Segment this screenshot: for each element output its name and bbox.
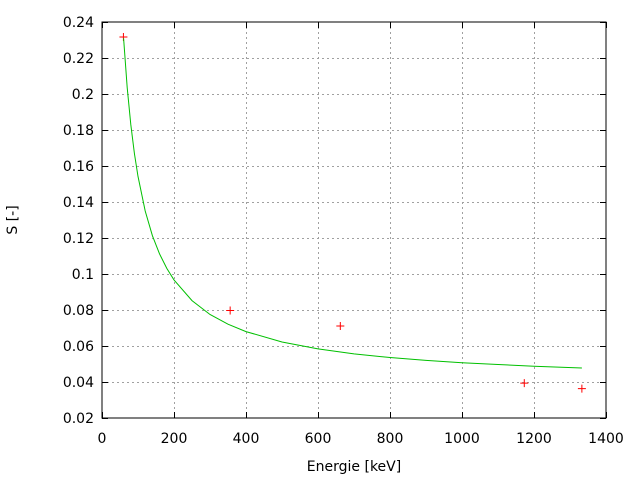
y-tick-label: 0.24 <box>63 15 94 31</box>
x-tick-label: 1400 <box>588 431 624 447</box>
x-tick-label: 0 <box>98 431 107 447</box>
x-tick-label: 400 <box>233 431 260 447</box>
fit-curve <box>123 38 582 369</box>
grid <box>102 22 606 418</box>
y-tick-label: 0.16 <box>63 159 94 175</box>
y-tick-label: 0.02 <box>63 411 94 427</box>
x-tick-label: 1200 <box>516 431 552 447</box>
y-axis-label: S [-] <box>5 205 21 234</box>
x-tick-label: 800 <box>377 431 404 447</box>
ticks <box>102 22 607 419</box>
x-tick-label: 1000 <box>444 431 480 447</box>
x-tick-label: 600 <box>305 431 332 447</box>
data-point <box>226 306 235 315</box>
y-tick-label: 0.12 <box>63 231 94 247</box>
x-axis-label: Energie [keV] <box>307 459 401 475</box>
data-point <box>520 379 529 388</box>
y-tick-label: 0.04 <box>63 375 94 391</box>
x-tick-label: 200 <box>161 431 188 447</box>
data-point <box>577 384 586 393</box>
y-tick-label: 0.2 <box>72 87 94 103</box>
series <box>119 32 586 393</box>
y-tick-label: 0.08 <box>63 303 94 319</box>
y-tick-label: 0.18 <box>63 123 94 139</box>
y-tick-label: 0.1 <box>72 267 94 283</box>
y-tick-label: 0.14 <box>63 195 94 211</box>
tick-labels: 0 200 400 600 800 1000 1200 1400 0.02 0.04 0.06 0.0… <box>63 15 624 447</box>
y-tick-label: 0.22 <box>63 51 94 67</box>
y-tick-label: 0.06 <box>63 339 94 355</box>
data-point <box>336 322 345 331</box>
plot-frame <box>101 21 607 419</box>
